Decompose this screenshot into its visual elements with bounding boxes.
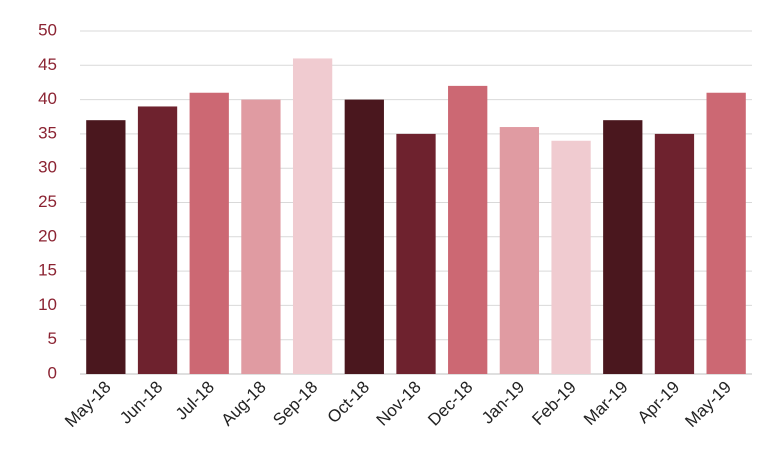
y-tick-label: 45 (38, 55, 57, 74)
bar (292, 58, 333, 374)
bar (448, 85, 488, 374)
bar (706, 92, 746, 375)
bar (603, 120, 643, 375)
y-tick-label: 40 (38, 89, 57, 108)
bar (654, 133, 695, 374)
x-tick-label: Dec-18 (424, 377, 476, 429)
x-tick-label: May-18 (61, 377, 115, 431)
x-tick-label: Feb-19 (528, 377, 580, 429)
x-tick-label: Aug-18 (218, 377, 270, 429)
y-tick-label: 35 (38, 123, 57, 142)
bar (241, 99, 281, 374)
bar (396, 133, 436, 374)
bar (551, 140, 591, 374)
y-tick-label: 15 (38, 261, 57, 280)
bar (189, 92, 229, 375)
x-tick-label: Jun-18 (116, 377, 166, 427)
bar (499, 127, 540, 374)
y-tick-label: 20 (38, 226, 57, 245)
x-tick-label: Oct-18 (324, 377, 374, 427)
x-tick-label: Nov-18 (373, 377, 425, 429)
bar (86, 120, 126, 375)
bar (344, 99, 384, 374)
x-tick-label: Jul-18 (172, 377, 218, 423)
y-tick-label: 25 (38, 192, 57, 211)
x-tick-label: Mar-19 (580, 377, 632, 429)
x-tick-label: Jan-19 (478, 377, 528, 427)
y-tick-label: 10 (38, 295, 57, 314)
y-tick-label: 50 (38, 20, 57, 39)
x-tick-label: Sep-18 (269, 377, 321, 429)
y-tick-label: 30 (38, 158, 57, 177)
y-tick-label: 5 (48, 329, 57, 348)
x-tick-label: May-19 (681, 377, 735, 431)
bar (137, 106, 178, 375)
y-tick-label: 0 (48, 363, 57, 382)
x-tick-label: Apr-19 (634, 377, 684, 427)
